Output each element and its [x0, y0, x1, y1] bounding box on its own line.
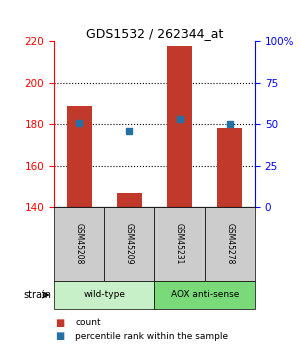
- Point: [77, 120, 82, 125]
- Title: GDS1532 / 262344_at: GDS1532 / 262344_at: [86, 27, 223, 40]
- Bar: [217, 128, 242, 207]
- Text: GSM45208: GSM45208: [75, 224, 84, 265]
- Text: wild-type: wild-type: [83, 290, 125, 299]
- Text: GSM45209: GSM45209: [125, 223, 134, 265]
- Text: ■: ■: [56, 318, 64, 327]
- Text: percentile rank within the sample: percentile rank within the sample: [75, 332, 228, 341]
- Point: [177, 117, 182, 122]
- Point: [227, 121, 232, 127]
- Bar: [67, 106, 92, 207]
- Text: AOX anti-sense: AOX anti-sense: [171, 290, 239, 299]
- Text: ■: ■: [56, 332, 64, 341]
- Point: [127, 128, 132, 134]
- Text: GSM45231: GSM45231: [175, 224, 184, 265]
- Text: count: count: [75, 318, 100, 327]
- Text: strain: strain: [23, 290, 51, 300]
- Bar: [167, 46, 192, 207]
- Text: GSM45278: GSM45278: [225, 224, 234, 265]
- Bar: [117, 193, 142, 207]
